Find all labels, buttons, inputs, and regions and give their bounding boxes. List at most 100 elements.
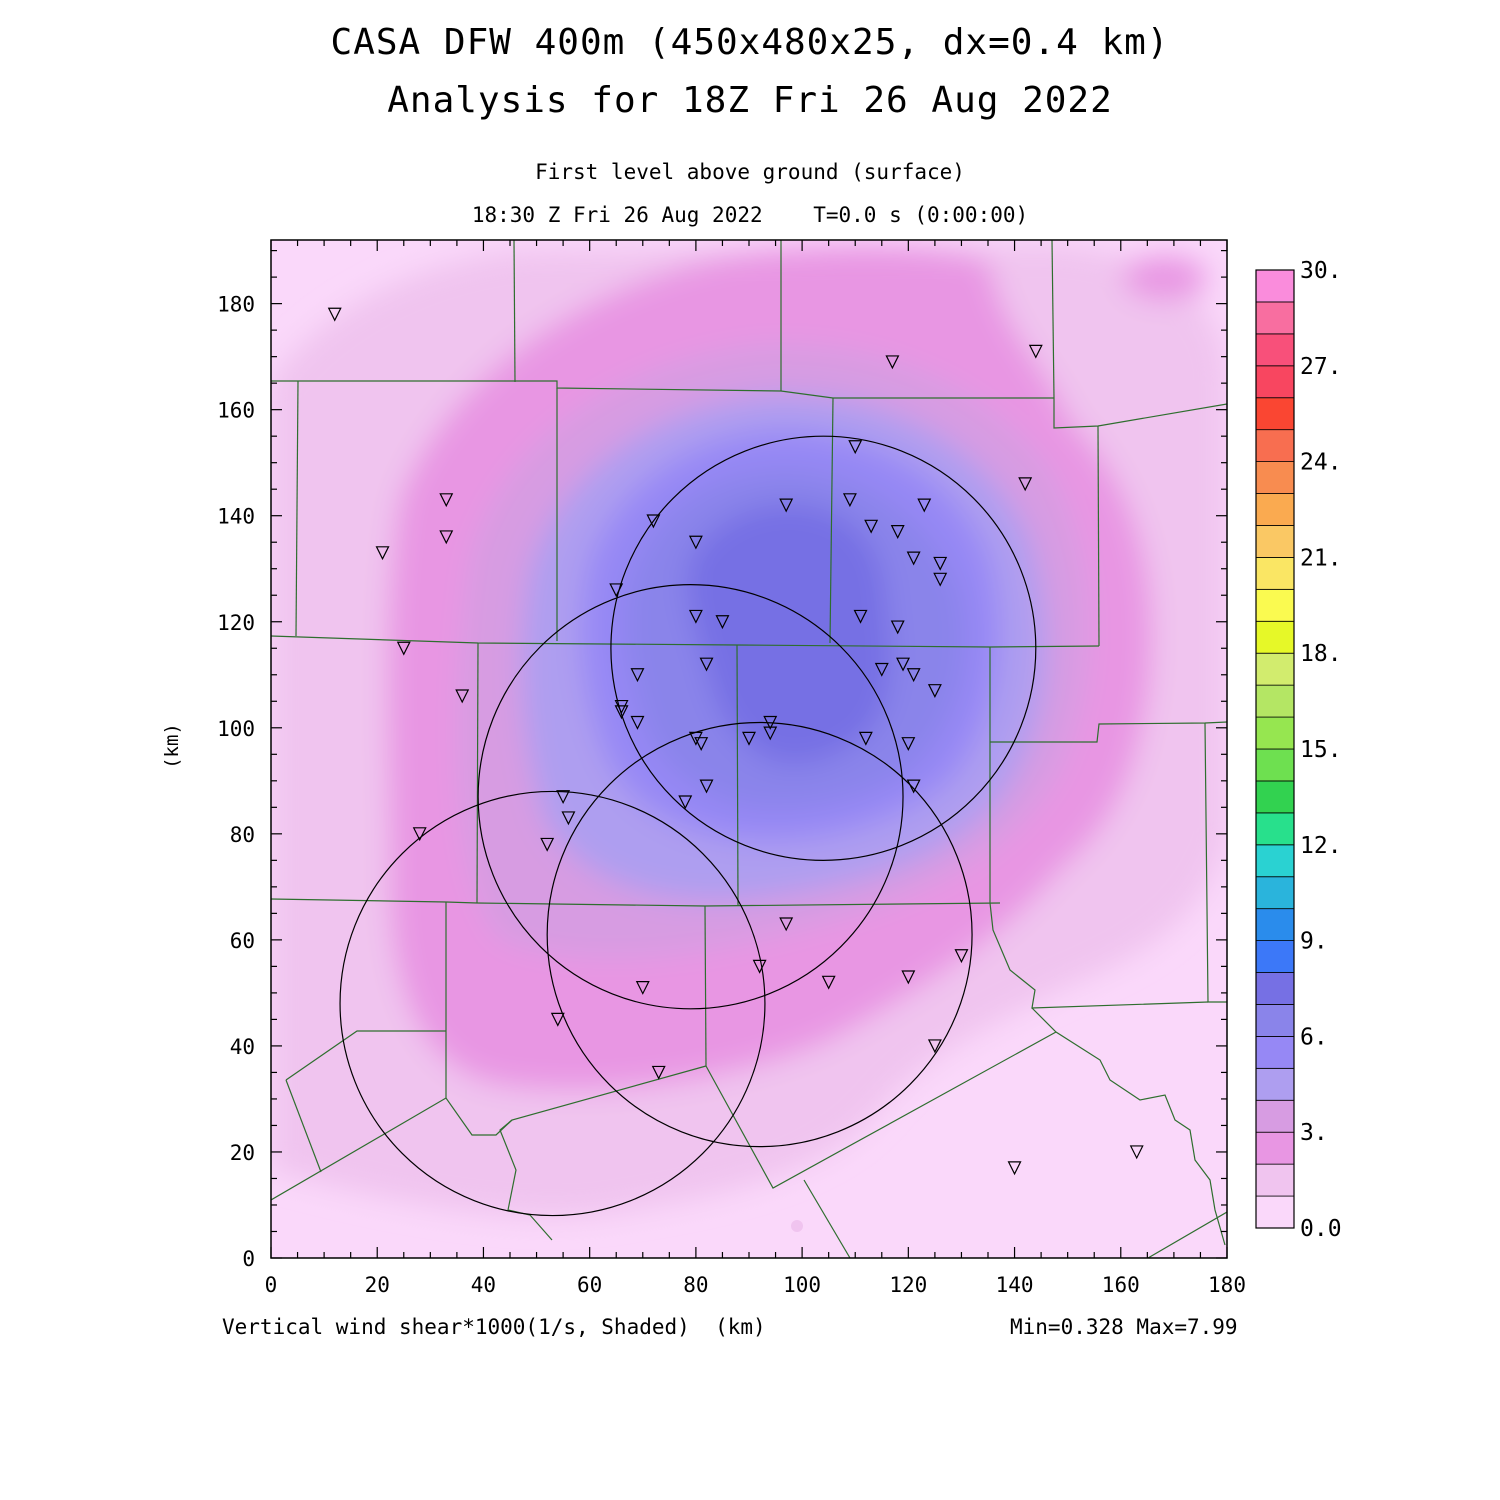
colorbar-swatch	[1255, 780, 1295, 814]
station-marker	[455, 689, 470, 704]
station-marker	[614, 705, 629, 720]
radar-ring-4	[339, 790, 766, 1217]
station-marker	[678, 795, 693, 810]
colorbar-label: 24.	[1300, 450, 1342, 476]
colorbar-swatch	[1255, 1067, 1295, 1101]
colorbar-swatch	[1255, 269, 1295, 303]
y-tick-label: 40	[230, 1035, 255, 1059]
colorbar-swatch	[1255, 365, 1295, 399]
colorbar-swatch	[1255, 397, 1295, 431]
station-marker	[779, 498, 794, 513]
colorbar-swatch	[1255, 1163, 1295, 1197]
station-marker	[688, 535, 703, 550]
radar-ring-3	[546, 721, 973, 1148]
colorbar-swatch	[1255, 429, 1295, 462]
station-marker	[917, 498, 932, 513]
colorbar-label: 15.	[1300, 737, 1342, 763]
shear-contour-7	[687, 504, 891, 764]
time-label: 18:30 Z Fri 26 Aug 2022 T=0.0 s (0:00:00…	[471, 203, 1029, 227]
station-marker	[864, 519, 879, 534]
station-marker	[906, 551, 921, 566]
colorbar-swatch	[1255, 333, 1295, 367]
colorbar-swatch	[1255, 1036, 1295, 1069]
y-tick-label: 140	[217, 505, 255, 529]
axis-ticks	[270, 240, 1228, 1259]
y-tick-label: 160	[217, 399, 255, 423]
station-markers	[327, 307, 1144, 1176]
y-tick-label: 80	[230, 823, 255, 847]
colorbar-swatch	[1255, 301, 1295, 335]
county-boundaries	[271, 240, 1227, 1258]
field-description: Vertical wind shear*1000(1/s, Shaded) (k…	[222, 1315, 766, 1339]
station-marker	[1129, 1145, 1144, 1160]
colorbar-swatch	[1255, 1004, 1295, 1037]
x-tick-label: 80	[683, 1273, 708, 1297]
station-marker	[901, 737, 916, 752]
station-marker	[614, 699, 629, 714]
colorbar	[1255, 269, 1295, 1229]
shear-spot	[791, 1220, 803, 1232]
station-marker	[890, 525, 905, 539]
colorbar-swatch	[1255, 461, 1295, 494]
colorbar-swatch	[1255, 525, 1295, 558]
station-marker	[885, 355, 900, 370]
colorbar-swatch	[1255, 940, 1295, 973]
station-marker	[630, 715, 645, 730]
y-tick-label: 60	[230, 929, 255, 953]
station-marker	[1018, 477, 1033, 492]
station-marker	[901, 970, 916, 985]
y-tick-label: 120	[217, 611, 255, 635]
x-tick-label: 20	[365, 1273, 390, 1297]
x-tick-label: 140	[996, 1273, 1034, 1297]
radar-ring-2	[477, 584, 904, 1010]
colorbar-labels: 0.0 3. 6. 9. 12. 15. 18. 21. 24. 27. 30.	[1300, 258, 1342, 1242]
station-marker	[396, 641, 411, 656]
station-marker	[699, 779, 714, 794]
station-marker	[646, 514, 661, 529]
station-marker	[842, 493, 857, 508]
station-marker	[896, 657, 910, 672]
station-marker	[412, 827, 427, 842]
station-marker	[927, 684, 942, 699]
colorbar-swatch	[1255, 620, 1295, 654]
station-marker	[848, 440, 863, 455]
station-marker	[561, 811, 576, 826]
min-max-label: Min=0.328 Max=7.99	[1010, 1315, 1238, 1339]
station-marker	[763, 726, 778, 741]
colorbar-frame	[1255, 269, 1295, 1229]
colorbar-label: 21.	[1300, 545, 1342, 571]
x-unit-label: (km)	[715, 1315, 766, 1339]
colorbar-swatch	[1255, 908, 1295, 942]
colorbar-swatch	[1255, 652, 1295, 686]
station-marker	[779, 917, 794, 932]
station-marker	[694, 737, 709, 752]
station-marker	[763, 715, 778, 730]
y-tick-label: 0	[242, 1247, 255, 1271]
station-marker	[375, 546, 390, 561]
station-marker	[874, 662, 889, 677]
station-marker	[630, 668, 645, 683]
colorbar-swatch	[1255, 1195, 1295, 1229]
station-marker	[439, 493, 454, 508]
tick-labels: 0 20 40 60 80 100 120 140 160 180 0 20 40 60 80 100 120 1…	[217, 293, 1246, 1297]
station-marker	[609, 583, 624, 598]
colorbar-swatch	[1255, 812, 1295, 846]
colorbar-label: 30.	[1300, 258, 1342, 284]
colorbar-swatch	[1255, 557, 1295, 590]
colorbar-swatch	[1255, 972, 1295, 1005]
station-marker	[858, 731, 873, 746]
station-marker	[906, 779, 921, 794]
station-marker	[715, 615, 730, 630]
shear-field	[271, 240, 1227, 1258]
colorbar-label: 3.	[1300, 1120, 1328, 1146]
station-marker	[635, 980, 650, 995]
station-marker	[688, 731, 703, 746]
x-tick-label: 0	[265, 1273, 278, 1297]
y-axis-label: (km)	[161, 723, 183, 769]
station-marker	[439, 530, 454, 545]
colorbar-swatch	[1255, 716, 1295, 750]
station-marker	[699, 657, 714, 672]
station-marker	[327, 307, 342, 322]
colorbar-swatch	[1255, 844, 1295, 878]
